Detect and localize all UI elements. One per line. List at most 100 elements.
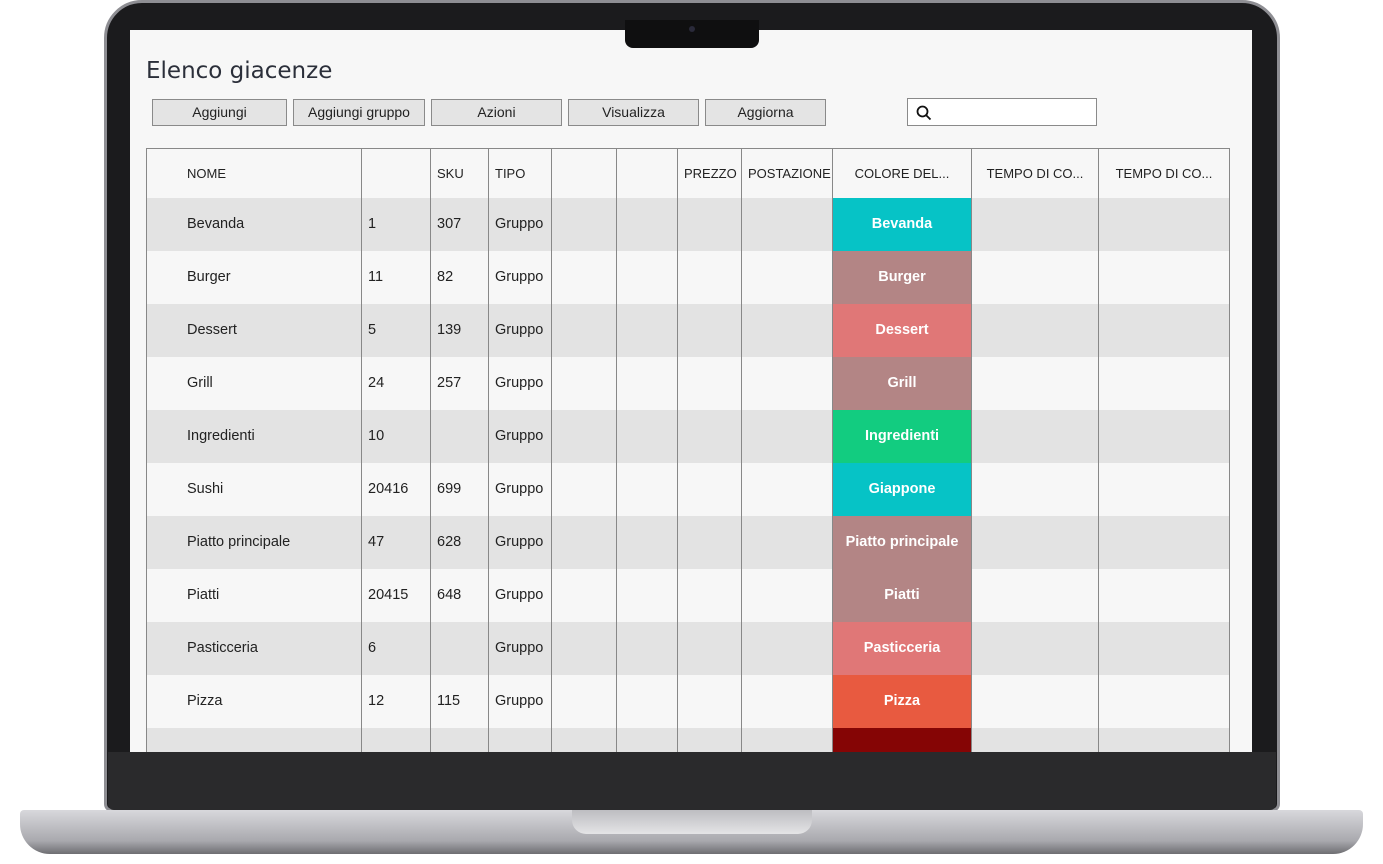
cell-tempo-2: [1098, 250, 1230, 304]
cell-tempo-2: [1098, 515, 1230, 569]
cell-tempo-2: [1098, 462, 1230, 516]
cell-prezzo: [677, 515, 742, 569]
column-header-prezzo[interactable]: PREZZO: [677, 148, 742, 198]
cell-nome: Ingredienti: [146, 409, 362, 463]
table-row[interactable]: Bevanda 1 307 Gruppo Bevanda: [146, 197, 1230, 251]
cell-sku: [430, 727, 489, 752]
cell-postazione: [741, 250, 833, 304]
cell-colore: Bevanda: [832, 197, 972, 251]
cell-nome: Burger: [146, 250, 362, 304]
laptop-thumb-notch: [572, 810, 812, 834]
cell-empty-1: [551, 674, 617, 728]
cell-prezzo: [677, 621, 742, 675]
table-row[interactable]: Ingredienti 10 Gruppo Ingredienti: [146, 409, 1230, 463]
cell-sku: 82: [430, 250, 489, 304]
cell-sku: [430, 409, 489, 463]
refresh-button[interactable]: Aggiorna: [705, 99, 826, 126]
column-header-postazione[interactable]: POSTAZIONE: [741, 148, 833, 198]
cell-nome: Bevanda: [146, 197, 362, 251]
cell-tempo-2: [1098, 197, 1230, 251]
cell-empty-1: [551, 515, 617, 569]
cell-prezzo: [677, 197, 742, 251]
column-header-empty-2[interactable]: [616, 148, 678, 198]
cell-postazione: [741, 515, 833, 569]
cell-nome: Piatto principale: [146, 515, 362, 569]
add-group-button[interactable]: Aggiungi gruppo: [293, 99, 425, 126]
table-row[interactable]: Pasticceria 6 Gruppo Pasticceria: [146, 621, 1230, 675]
table-row[interactable]: Piatto principale 47 628 Gruppo Piatto princ…: [146, 515, 1230, 569]
cell-tipo: Gruppo: [488, 621, 552, 675]
view-button[interactable]: Visualizza: [568, 99, 699, 126]
table-row[interactable]: Burger 11 82 Gruppo Burger: [146, 250, 1230, 304]
cell-nome: [146, 727, 362, 752]
cell-sku: 139: [430, 303, 489, 357]
cell-empty-2: [616, 515, 678, 569]
column-header-tempo-2[interactable]: TEMPO DI CO...: [1098, 148, 1230, 198]
cell-empty-2: [616, 197, 678, 251]
cell-prezzo: [677, 727, 742, 752]
cell-tempo-2: [1098, 409, 1230, 463]
table-row[interactable]: Piatti 20415 648 Gruppo Piatti: [146, 568, 1230, 622]
column-header-sku[interactable]: SKU: [430, 148, 489, 198]
cell-tempo-2: [1098, 674, 1230, 728]
cell-prezzo: [677, 356, 742, 410]
cell-tempo-2: [1098, 727, 1230, 752]
cell-tipo: [488, 727, 552, 752]
cell-id: [361, 727, 431, 752]
camera-notch: [625, 20, 759, 48]
cell-colore: Grill: [832, 356, 972, 410]
page-title: Elenco giacenze: [146, 58, 333, 84]
cell-tempo-2: [1098, 568, 1230, 622]
column-header-empty-1[interactable]: [551, 148, 617, 198]
cell-tipo: Gruppo: [488, 462, 552, 516]
app-screen: Elenco giacenze Aggiungi Aggiungi gruppo…: [130, 30, 1252, 752]
cell-sku: 699: [430, 462, 489, 516]
cell-tempo-1: [971, 621, 1099, 675]
table-row[interactable]: Sushi 20416 699 Gruppo Giappone: [146, 462, 1230, 516]
cell-prezzo: [677, 250, 742, 304]
cell-empty-1: [551, 462, 617, 516]
cell-empty-1: [551, 250, 617, 304]
cell-id: 11: [361, 250, 431, 304]
cell-tipo: Gruppo: [488, 250, 552, 304]
cell-tempo-1: [971, 674, 1099, 728]
search-input[interactable]: [907, 98, 1097, 126]
cell-postazione: [741, 674, 833, 728]
cell-tipo: Gruppo: [488, 515, 552, 569]
cell-nome: Dessert: [146, 303, 362, 357]
add-button[interactable]: Aggiungi: [152, 99, 287, 126]
cell-empty-2: [616, 356, 678, 410]
cell-tempo-1: [971, 303, 1099, 357]
cell-colore: Pasticceria: [832, 621, 972, 675]
cell-tipo: Gruppo: [488, 356, 552, 410]
cell-id: 20416: [361, 462, 431, 516]
cell-empty-1: [551, 621, 617, 675]
actions-button[interactable]: Azioni: [431, 99, 562, 126]
cell-sku: 115: [430, 674, 489, 728]
inventory-table: NOME SKU TIPO PREZZO POSTAZIONE COLORE DEL...…: [146, 148, 1230, 752]
column-header-tipo[interactable]: TIPO: [488, 148, 552, 198]
cell-prezzo: [677, 303, 742, 357]
cell-nome: Sushi: [146, 462, 362, 516]
cell-empty-2: [616, 568, 678, 622]
column-header-nome[interactable]: NOME: [146, 148, 362, 198]
cell-colore: Ingredienti: [832, 409, 972, 463]
table-row[interactable]: Grill 24 257 Gruppo Grill: [146, 356, 1230, 410]
cell-sku: 257: [430, 356, 489, 410]
cell-tempo-1: [971, 197, 1099, 251]
cell-tempo-2: [1098, 356, 1230, 410]
table-row[interactable]: Pizza 12 115 Gruppo Pizza: [146, 674, 1230, 728]
column-header-colore[interactable]: COLORE DEL...: [832, 148, 972, 198]
cell-tipo: Gruppo: [488, 568, 552, 622]
cell-tipo: Gruppo: [488, 674, 552, 728]
column-header-tempo-1[interactable]: TEMPO DI CO...: [971, 148, 1099, 198]
search-icon: [916, 105, 932, 121]
cell-sku: 648: [430, 568, 489, 622]
cell-colore: Burger: [832, 250, 972, 304]
column-header-id[interactable]: [361, 148, 431, 198]
cell-postazione: [741, 197, 833, 251]
table-row[interactable]: [146, 727, 1230, 752]
cell-empty-2: [616, 621, 678, 675]
table-row[interactable]: Dessert 5 139 Gruppo Dessert: [146, 303, 1230, 357]
cell-empty-1: [551, 356, 617, 410]
